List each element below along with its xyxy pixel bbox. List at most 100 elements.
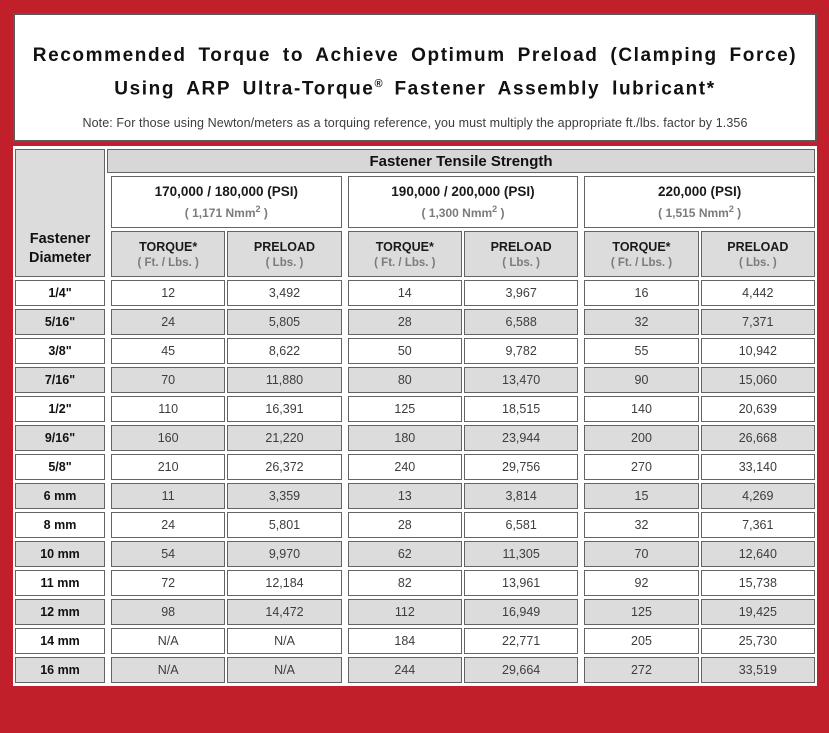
psi-label: 190,000 / 200,000 (PSI) xyxy=(391,184,535,199)
table-row: 5/8" 210 26,372 240 29,756 270 33,140 xyxy=(15,454,815,480)
fastener-diameter-cell: 1/2" xyxy=(15,396,105,422)
column-gap xyxy=(580,512,582,538)
preload-cell: 25,730 xyxy=(700,628,815,654)
column-gap xyxy=(580,657,582,683)
preload-cell: 12,640 xyxy=(700,541,815,567)
torque-table: Fastener Diameter Fastener Tensile Stren… xyxy=(13,146,817,686)
column-gap xyxy=(580,425,582,451)
preload-cell: 3,814 xyxy=(463,483,579,509)
table-row: 11 mm 72 12,184 82 13,961 92 15,738 xyxy=(15,570,815,596)
table-row: 9/16" 160 21,220 180 23,944 200 26,668 xyxy=(15,425,815,451)
corner-header-line-2: Diameter xyxy=(28,250,92,266)
torque-cell: 125 xyxy=(584,599,699,625)
column-gap xyxy=(580,367,582,393)
preload-cell: 4,442 xyxy=(700,280,815,306)
preload-cell: 7,361 xyxy=(700,512,815,538)
preload-column-header: PRELOAD ( Lbs. ) xyxy=(700,231,815,277)
preload-column-header: PRELOAD ( Lbs. ) xyxy=(463,231,579,277)
torque-cell: 62 xyxy=(347,541,462,567)
torque-column-header: TORQUE* ( Ft. / Lbs. ) xyxy=(111,231,226,277)
preload-cell: 3,492 xyxy=(227,280,342,306)
preload-cell: 15,060 xyxy=(700,367,815,393)
torque-cell: 32 xyxy=(584,309,699,335)
column-gap xyxy=(107,570,109,596)
preload-cell: N/A xyxy=(227,628,342,654)
column-gap xyxy=(107,454,109,480)
torque-cell: 160 xyxy=(111,425,226,451)
torque-cell: 32 xyxy=(584,512,699,538)
preload-cell: 4,269 xyxy=(700,483,815,509)
torque-cell: 28 xyxy=(347,309,462,335)
column-gap xyxy=(344,231,346,277)
corner-header: Fastener Diameter xyxy=(15,149,105,277)
preload-cell: 6,581 xyxy=(463,512,579,538)
preload-column-header: PRELOAD ( Lbs. ) xyxy=(227,231,342,277)
preload-cell: 14,472 xyxy=(227,599,342,625)
torque-cell: 272 xyxy=(584,657,699,683)
column-gap xyxy=(107,657,109,683)
table-row: 6 mm 11 3,359 13 3,814 15 4,269 xyxy=(15,483,815,509)
column-gap xyxy=(580,396,582,422)
column-header-row: TORQUE* ( Ft. / Lbs. ) PRELOAD ( Lbs. ) … xyxy=(15,231,815,277)
table-row: 7/16" 70 11,880 80 13,470 90 15,060 xyxy=(15,367,815,393)
preload-cell: 15,738 xyxy=(700,570,815,596)
preload-cell: 13,470 xyxy=(463,367,579,393)
psi-label: 220,000 (PSI) xyxy=(658,184,742,199)
column-gap xyxy=(344,657,346,683)
fastener-diameter-cell: 14 mm xyxy=(15,628,105,654)
psi-group-header-2: 190,000 / 200,000 (PSI) ( 1,300 Nmm2 ) xyxy=(347,176,579,228)
torque-cell: 72 xyxy=(111,570,226,596)
preload-cell: N/A xyxy=(227,657,342,683)
column-gap xyxy=(344,338,346,364)
preload-cell: 29,664 xyxy=(463,657,579,683)
torque-cell: 45 xyxy=(111,338,226,364)
column-gap xyxy=(107,176,109,228)
preload-cell: 12,184 xyxy=(227,570,342,596)
column-gap xyxy=(107,231,109,277)
torque-cell: 16 xyxy=(584,280,699,306)
torque-cell: 205 xyxy=(584,628,699,654)
column-gap xyxy=(580,628,582,654)
preload-cell: 21,220 xyxy=(227,425,342,451)
torque-cell: 54 xyxy=(111,541,226,567)
column-gap xyxy=(580,280,582,306)
preload-cell: 11,880 xyxy=(227,367,342,393)
column-gap xyxy=(580,176,582,228)
preload-cell: 29,756 xyxy=(463,454,579,480)
preload-cell: 16,949 xyxy=(463,599,579,625)
preload-cell: 9,782 xyxy=(463,338,579,364)
torque-cell: 55 xyxy=(584,338,699,364)
column-gap xyxy=(344,280,346,306)
column-gap xyxy=(580,338,582,364)
psi-group-header-1: 170,000 / 180,000 (PSI) ( 1,171 Nmm2 ) xyxy=(111,176,342,228)
fastener-diameter-cell: 5/16" xyxy=(15,309,105,335)
title-line-1: Recommended Torque to Achieve Optimum Pr… xyxy=(32,45,798,66)
torque-cell: 270 xyxy=(584,454,699,480)
column-gap xyxy=(107,483,109,509)
column-gap xyxy=(344,512,346,538)
column-gap xyxy=(107,425,109,451)
torque-cell: 110 xyxy=(111,396,226,422)
column-gap xyxy=(580,541,582,567)
preload-cell: 20,639 xyxy=(700,396,815,422)
main-header-row: Fastener Diameter Fastener Tensile Stren… xyxy=(15,149,815,277)
preload-cell: 8,622 xyxy=(227,338,342,364)
torque-cell: 210 xyxy=(111,454,226,480)
torque-cell: 82 xyxy=(347,570,462,596)
torque-cell: 11 xyxy=(111,483,226,509)
psi-group-header-3: 220,000 (PSI) ( 1,515 Nmm2 ) xyxy=(584,176,815,228)
column-gap xyxy=(344,367,346,393)
title-line-2: Using ARP Ultra-Torque xyxy=(114,78,375,100)
preload-cell: 26,668 xyxy=(700,425,815,451)
column-gap xyxy=(107,309,109,335)
column-gap xyxy=(580,599,582,625)
fastener-diameter-cell: 7/16" xyxy=(15,367,105,393)
registered-trademark-symbol: ® xyxy=(374,78,383,90)
torque-cell: 13 xyxy=(347,483,462,509)
fastener-diameter-cell: 5/8" xyxy=(15,454,105,480)
column-gap xyxy=(344,628,346,654)
column-gap xyxy=(580,231,582,277)
torque-column-header: TORQUE* ( Ft. / Lbs. ) xyxy=(584,231,699,277)
table-row: 3/8" 45 8,622 50 9,782 55 10,942 xyxy=(15,338,815,364)
column-gap xyxy=(107,512,109,538)
